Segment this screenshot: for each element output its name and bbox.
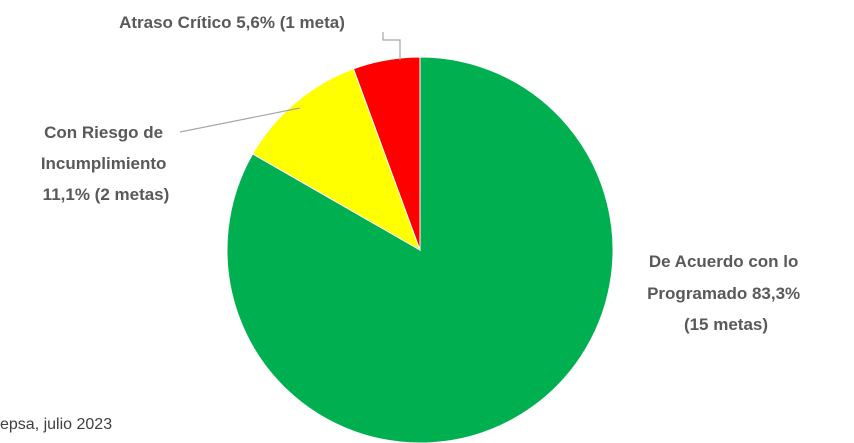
leader-line-riesgo (179, 107, 301, 133)
slice-con-riesgo (251, 68, 421, 252)
pie-slices (226, 56, 614, 443)
slice-label-atraso-critico: Atraso Crítico 5,6% (1 meta) (119, 13, 345, 32)
source-note: epsa, julio 2023 (0, 416, 112, 433)
slice-labels: De Acuerdo con lo Programado 83,3% (15 m… (41, 13, 805, 334)
slice-label-de-acuerdo: De Acuerdo con lo Programado 83,3% (15 m… (647, 252, 805, 334)
slice-atraso-critico (352, 56, 421, 251)
leader-lines (179, 32, 401, 133)
slice-label-con-riesgo: Con Riesgo de Incumplimiento 11,1% (2 me… (41, 123, 171, 204)
leader-line-atraso (382, 32, 401, 60)
